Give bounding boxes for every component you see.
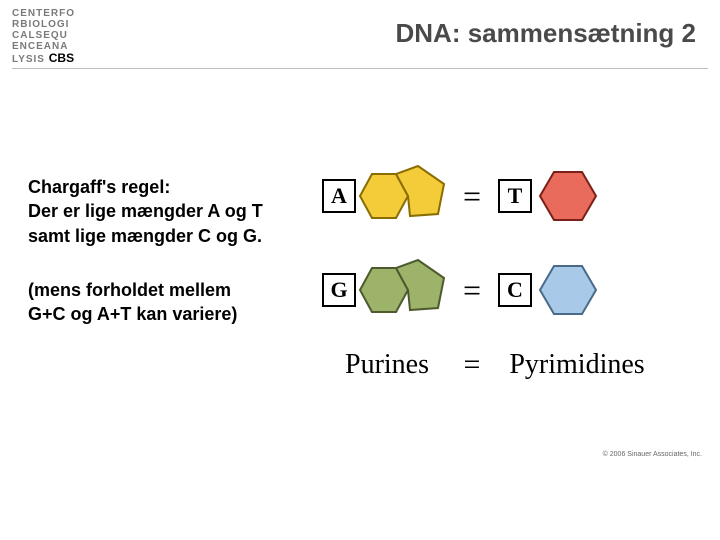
bases-diagram: A = T G = C Purines = Pyrimid [322,160,702,382]
text-line: (mens forholdet mellem [28,278,237,302]
summary-row: Purines = Pyrimidines [322,348,702,382]
text-line: Chargaff's regel: [28,175,263,199]
purines-label: Purines [322,349,452,381]
copyright-text: © 2006 Sinauer Associates, Inc. [603,451,702,458]
base-label: T [498,179,532,213]
logo-line: LYSIS CBS [12,52,75,65]
logo-line: RBIOLOGI [12,19,75,30]
text-line: Der er lige mængder A og T [28,199,263,223]
text-line: G+C og A+T kan variere) [28,302,237,326]
equals-sign: = [452,178,492,215]
logo-line: CALSEQU [12,30,75,41]
base-label: G [322,273,356,307]
base-guanine: G [322,254,452,326]
logo-block: CENTERFO RBIOLOGI CALSEQU ENCEANA LYSIS … [12,8,75,65]
equals-sign: = [452,272,492,309]
base-label: C [498,273,532,307]
row-gc: G = C [322,254,702,326]
equals-sign: = [452,348,492,382]
logo-cbs: CBS [49,51,74,65]
page-title: DNA: sammensætning 2 [396,18,697,49]
chargaff-rule-text: Chargaff's regel: Der er lige mængder A … [28,175,263,248]
row-at: A = T [322,160,702,232]
divider [12,68,708,69]
base-label: A [322,179,356,213]
ratio-note-text: (mens forholdet mellem G+C og A+T kan va… [28,278,237,327]
base-cytosine: C [492,254,600,326]
base-adenine: A [322,160,452,232]
base-thymine: T [492,160,600,232]
text-line: samt lige mængder C og G. [28,224,263,248]
logo-line: CENTERFO [12,8,75,19]
pyrimidines-label: Pyrimidines [492,349,662,381]
